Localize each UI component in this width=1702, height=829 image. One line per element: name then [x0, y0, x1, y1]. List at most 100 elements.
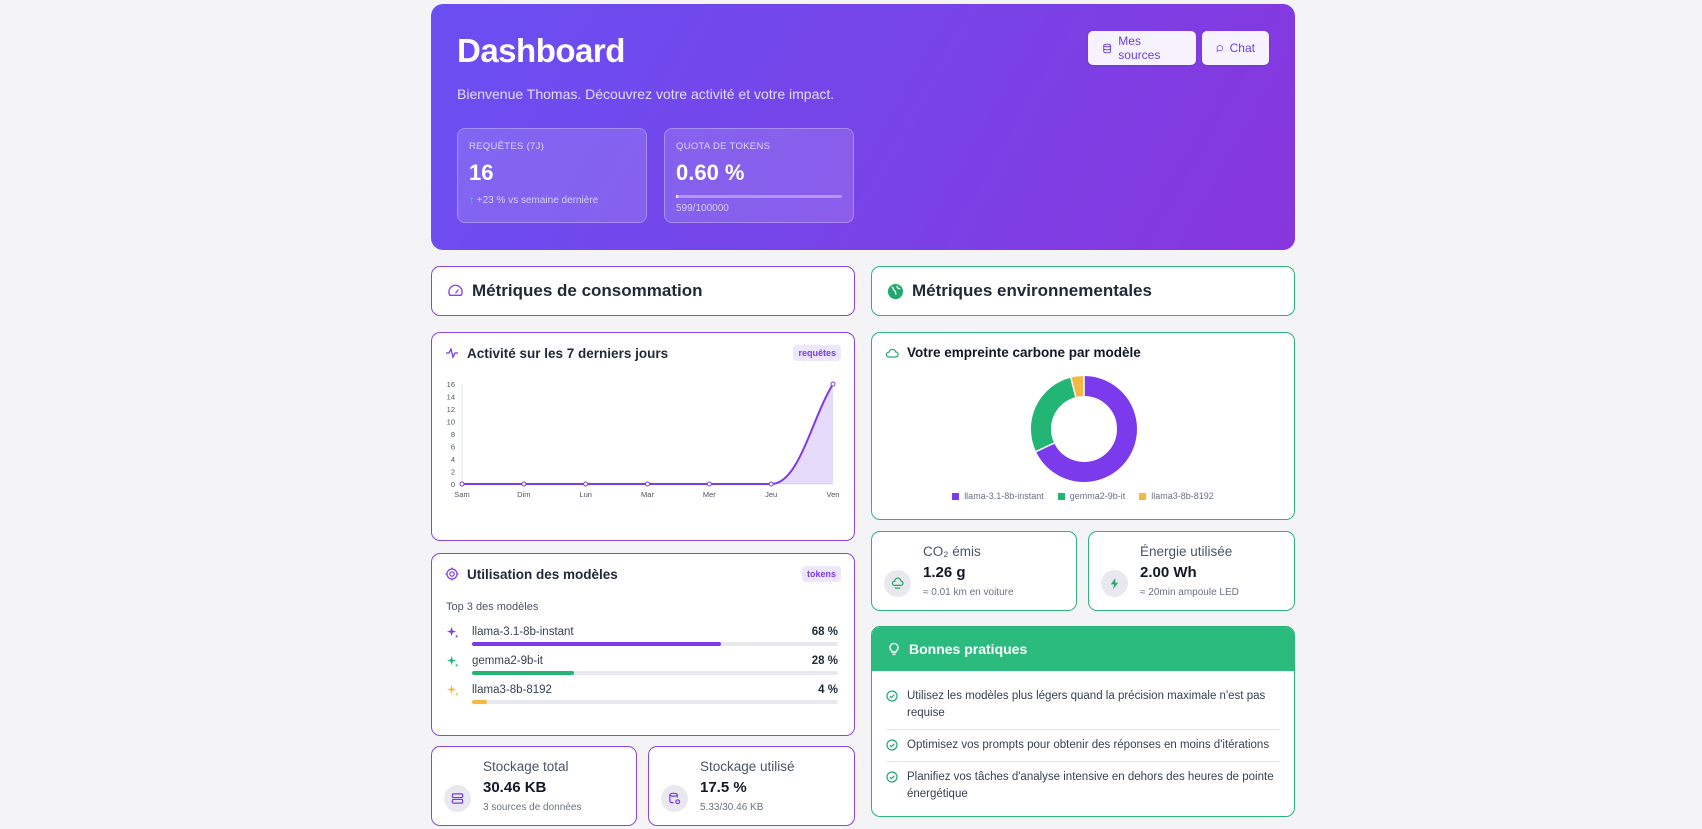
legend-label: gemma2-9b-it [1069, 491, 1126, 501]
requests-trend: ↑ +23 % vs semaine dernière [469, 195, 599, 206]
x-tick-label: Sam [454, 490, 469, 499]
y-tick-label: 16 [447, 380, 455, 389]
model-name: gemma2-9b-it [472, 655, 543, 667]
storage-used-card: Stockage utilisé 17.5 % 5.33/30.46 KB [648, 746, 855, 826]
legend-label: llama-3.1-8b-instant [964, 491, 1044, 501]
legend-item: llama3-8b-8192 [1139, 491, 1214, 501]
best-practices-card: Bonnes pratiques Utilisez les modèles pl… [871, 626, 1295, 817]
model-usage-track [472, 700, 838, 704]
model-usage-card: Utilisation des modèles tokens Top 3 des… [431, 553, 855, 736]
x-tick-label: Dim [517, 490, 530, 499]
activity-chart: 0 2 4 6 8 10 12 14 16 Sam Dim Lun Mar Mer Jeu Ven [447, 380, 840, 499]
model-usage-fill [472, 700, 487, 704]
model-usage-title: Utilisation des modèles [467, 566, 618, 582]
carbon-donut-chart [1031, 376, 1137, 482]
y-tick-label: 0 [451, 480, 455, 489]
database-icon [1103, 43, 1112, 53]
cpu-chip-icon [445, 567, 459, 581]
co2-card: CO₂ émis 1.26 g ≈ 0.01 km en voiture [871, 531, 1077, 611]
model-percent: 68 % [811, 626, 838, 638]
dashboard-header: Dashboard Bienvenue Thomas. Découvrez vo… [431, 4, 1295, 250]
tip-text: Utilisez les modèles plus légers quand l… [907, 690, 1266, 719]
environment-title: Métriques environnementales [912, 281, 1152, 300]
storage-used-label: Stockage utilisé [700, 759, 795, 774]
my-sources-label: Mes sources [1118, 34, 1161, 62]
storage-used-note: 5.33/30.46 KB [700, 802, 764, 813]
activity-title: Activité sur les 7 derniers jours [467, 345, 669, 361]
co2-note: ≈ 0.01 km en voiture [923, 587, 1014, 598]
carbon-footprint-card: Votre empreinte carbone par modèle llama… [871, 332, 1295, 520]
quota-detail: 599/100000 [676, 203, 729, 214]
activity-point [706, 481, 712, 487]
environment-section-header: Métriques environnementales [871, 266, 1295, 316]
top-models-subtitle: Top 3 des modèles [446, 601, 539, 613]
lightning-icon [1101, 570, 1128, 597]
x-tick-label: Mar [641, 490, 654, 499]
legend-swatch [1057, 493, 1065, 500]
server-stack-icon [444, 785, 471, 812]
requests-value: 16 [469, 160, 494, 185]
tip-text: Planifiez vos tâches d'analyse intensive… [907, 771, 1274, 800]
donut-separator [1070, 377, 1077, 398]
x-tick-label: Jeu [765, 490, 777, 499]
activity-badge: requêtes [793, 345, 841, 361]
model-usage-fill [472, 671, 575, 675]
x-tick-label: Mer [703, 490, 716, 499]
activity-point [583, 481, 589, 487]
model-percent: 28 % [811, 655, 838, 667]
tip-text: Optimisez vos prompts pour obtenir des r… [907, 739, 1270, 751]
chat-bubble-icon [1216, 44, 1224, 52]
cloud-icon [885, 348, 899, 358]
requests-label: Requêtes (7j) [469, 141, 545, 152]
legend-label: llama3-8b-8192 [1151, 491, 1214, 501]
database-usage-icon [661, 785, 688, 812]
model-name: llama-3.1-8b-instant [472, 626, 574, 638]
co2-label: CO₂ émis [923, 544, 981, 559]
x-tick-label: Lun [579, 490, 592, 499]
energy-note: ≈ 20min ampoule LED [1140, 587, 1239, 598]
sparkle-icon [446, 626, 459, 639]
storage-total-note: 3 sources de données [483, 802, 582, 813]
carbon-legend: llama-3.1-8b-instant gemma2-9b-it llama3-8… [872, 491, 1294, 501]
storage-total-label: Stockage total [483, 759, 569, 774]
y-tick-label: 4 [451, 455, 455, 464]
quota-progress-fill [676, 195, 678, 198]
carbon-title: Votre empreinte carbone par modèle [907, 345, 1141, 360]
y-tick-label: 8 [451, 430, 455, 439]
donut-slice [1031, 376, 1137, 482]
legend-item: gemma2-9b-it [1057, 491, 1126, 501]
my-sources-button[interactable]: Mes sources [1088, 31, 1196, 65]
legend-item: llama-3.1-8b-instant [952, 491, 1044, 501]
legend-swatch [952, 493, 960, 500]
x-tick-label: Ven [827, 490, 840, 499]
activity-point [768, 481, 774, 487]
welcome-text: Bienvenue Thomas. Découvrez votre activi… [457, 86, 835, 102]
lightbulb-icon [889, 642, 899, 656]
activity-point [645, 481, 650, 487]
tip-item: Planifiez vos tâches d'analyse intensive… [886, 762, 1280, 810]
storage-total-card: Stockage total 30.46 KB 3 sources de don… [431, 746, 637, 826]
model-usage-track [472, 671, 838, 675]
requests-stat-card: Requêtes (7j) 16 ↑ +23 % vs semaine dern… [457, 128, 647, 223]
page-title: Dashboard [457, 32, 625, 69]
legend-swatch [1139, 493, 1147, 500]
check-circle-icon [886, 771, 898, 783]
energy-value: 2.00 Wh [1140, 564, 1197, 581]
check-circle-icon [886, 739, 898, 751]
activity-point [459, 481, 465, 487]
globe-icon [887, 283, 904, 299]
model-usage-fill [472, 642, 721, 646]
quota-label: Quota de tokens [676, 141, 771, 152]
model-usage-track [472, 642, 838, 646]
trend-up-icon: ↑ [469, 195, 474, 206]
chat-button[interactable]: Chat [1202, 31, 1269, 65]
consumption-title: Métriques de consommation [472, 281, 703, 300]
model-name: llama3-8b-8192 [472, 684, 552, 696]
quota-stat-card: Quota de tokens 0.60 % 599/100000 [664, 128, 854, 223]
quota-progress-bar [676, 195, 842, 198]
gauge-icon [448, 284, 463, 296]
activity-point [521, 481, 527, 487]
tip-item: Utilisez les modèles plus légers quand l… [886, 681, 1280, 730]
storage-total-value: 30.46 KB [483, 779, 547, 796]
y-tick-label: 10 [447, 418, 455, 427]
